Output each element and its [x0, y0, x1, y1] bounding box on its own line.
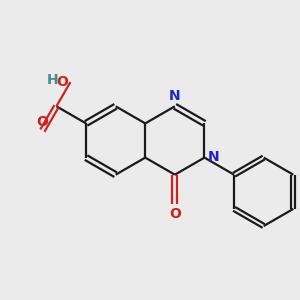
Text: N: N: [169, 89, 181, 103]
Text: O: O: [57, 75, 68, 89]
Text: N: N: [207, 150, 219, 164]
Text: O: O: [37, 115, 48, 129]
Text: O: O: [169, 207, 181, 220]
Text: H: H: [47, 73, 58, 87]
